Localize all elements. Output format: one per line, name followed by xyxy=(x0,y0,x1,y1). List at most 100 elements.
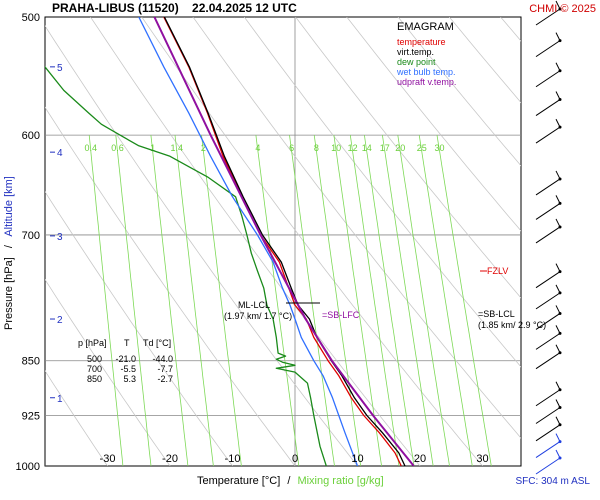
sb-lfc-label: =SB-LFC xyxy=(322,310,360,320)
wind-barb-850 xyxy=(535,344,562,370)
dry-adiabat xyxy=(45,278,171,466)
dry-adiabats xyxy=(45,17,521,466)
barb-head xyxy=(558,201,562,205)
wind-barb-950 xyxy=(535,416,562,442)
legend-virt-temp: virt.temp. xyxy=(397,47,434,57)
wind-barb-775 xyxy=(535,284,562,310)
mixing-ratio-line xyxy=(364,135,415,466)
dry-adiabat xyxy=(397,17,521,167)
mixing-ratio-line xyxy=(255,135,300,466)
sb-lcl-value: (1.85 km/ 2.9 °C) xyxy=(478,320,546,330)
wind-barb-550 xyxy=(535,62,562,88)
barb-shaft xyxy=(535,271,561,289)
barb-shaft xyxy=(535,441,561,459)
plot-frame xyxy=(44,16,522,467)
mixing-ratio-line xyxy=(418,135,473,466)
x-label-mix: Mixing ratio [g/kg] xyxy=(297,475,383,487)
barb-shaft xyxy=(535,226,561,244)
wind-barb-525 xyxy=(535,32,562,58)
annotations: ML-LCL (1.97 km/ 1.7 °C) =SB-LFC =SB-LCL… xyxy=(224,266,546,330)
chart-title: PRAHA-LIBUS (11520) 22.04.2025 12 UTC xyxy=(52,1,297,15)
level-table: p [hPa] T Td [°C] 500 -21.0 -44.0 700 -5… xyxy=(78,338,173,384)
wind-barb-750 xyxy=(535,263,562,289)
ml-lcl-label: ML-LCL xyxy=(238,300,270,310)
dry-adiabat xyxy=(45,25,358,466)
mixing-ratio-label: 4 xyxy=(255,143,260,153)
barb-shaft xyxy=(535,292,561,310)
barb-head xyxy=(558,69,562,73)
table-r2-t: -5.5 xyxy=(120,364,136,374)
pressure-tick-label: 1000 xyxy=(16,461,40,473)
wind-barb-975 xyxy=(535,433,562,459)
mixing-ratio-line xyxy=(333,135,382,466)
mixing-ratio-line xyxy=(436,135,492,466)
barb-head xyxy=(558,456,562,460)
series-line-temperature xyxy=(163,17,402,466)
wind-barb-500 xyxy=(535,0,562,26)
pressure-tick-label: 500 xyxy=(22,12,40,24)
series-line-udpraft-v-temp xyxy=(153,17,415,466)
barb-head xyxy=(558,351,562,355)
mixing-ratio-label: 14 xyxy=(362,143,372,153)
mixing-ratio-label: 1.4 xyxy=(171,143,184,153)
mixing-ratio-line xyxy=(115,135,152,466)
mixing-ratio-line xyxy=(174,135,214,466)
wind-barb-925 xyxy=(535,399,562,424)
altitude-tick-label: 4 xyxy=(57,148,63,159)
temperature-tick-label: 10 xyxy=(351,453,363,465)
mixing-ratio-label: 30 xyxy=(434,143,444,153)
barb-head xyxy=(558,405,562,409)
pressure-tick-label: 925 xyxy=(22,411,40,423)
dry-adiabat xyxy=(141,17,483,466)
series-line-dew-point xyxy=(45,65,327,466)
dry-adiabat xyxy=(346,17,521,232)
barb-shaft xyxy=(535,202,561,220)
mixing-ratio-line xyxy=(349,135,400,466)
legend-title: EMAGRAM xyxy=(397,21,454,33)
dry-adiabat xyxy=(45,370,108,466)
y-label-altitude: Altitude [km] xyxy=(3,176,15,237)
legend-wet-bulb: wet bulb temp. xyxy=(396,67,456,77)
wind-barb-800 xyxy=(535,305,562,330)
ml-lcl-value: (1.97 km/ 1.7 °C) xyxy=(224,311,292,321)
legend-updraft: udpraft v.temp. xyxy=(397,77,456,87)
wind-barb-900 xyxy=(535,381,562,407)
series-layer xyxy=(45,17,415,466)
mixing-ratio-line xyxy=(382,135,434,466)
mixing-ratio-line xyxy=(289,135,335,466)
temperature-tick-label: -20 xyxy=(162,453,178,465)
temperature-tick-label: -30 xyxy=(100,453,116,465)
temperature-tick-label: 0 xyxy=(292,453,298,465)
temperature-tick-label: 20 xyxy=(414,453,426,465)
y-label-sep: / xyxy=(3,244,15,248)
altitude-tick-label: 2 xyxy=(57,315,63,326)
table-r3-td: -2.7 xyxy=(157,374,173,384)
mixing-ratio-label: 12 xyxy=(348,143,358,153)
barb-head xyxy=(558,388,562,392)
x-label-sep: / xyxy=(287,475,291,487)
barb-head xyxy=(558,423,562,427)
legend-dew-point: dew point xyxy=(397,57,436,67)
barb-head xyxy=(558,311,562,315)
temperature-tick-label: 30 xyxy=(476,453,488,465)
barb-head xyxy=(558,7,562,11)
x-label-temp: Temperature [°C] xyxy=(197,475,280,487)
table-r1-p: 500 xyxy=(87,354,102,364)
table-r2-p: 700 xyxy=(87,364,102,374)
barb-head xyxy=(558,177,562,181)
dry-adiabat xyxy=(192,17,521,439)
sb-lcl-label: =SB-LCL xyxy=(478,309,515,319)
altitude-tick-label: 5 xyxy=(57,63,63,74)
dry-adiabat xyxy=(45,106,296,466)
barb-head xyxy=(558,225,562,229)
barb-head xyxy=(558,270,562,274)
y-label-pressure: Pressure [hPa] xyxy=(3,257,15,330)
mixing-ratio-label: 8 xyxy=(314,143,319,153)
barb-head xyxy=(558,331,562,335)
mixing-ratio-line xyxy=(201,135,242,466)
temperature-tick-label: -10 xyxy=(225,453,241,465)
barb-shaft xyxy=(535,40,561,58)
barb-shaft xyxy=(535,8,561,26)
mixing-ratio-label: 25 xyxy=(417,143,427,153)
